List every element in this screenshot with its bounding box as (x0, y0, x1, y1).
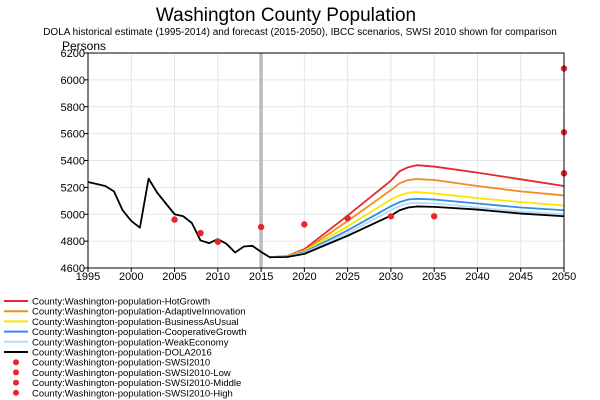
legend-label: County:Washington-population-Cooperative… (32, 327, 247, 338)
y-tick-label: 6200 (61, 48, 85, 60)
x-tick-label: 2045 (508, 271, 532, 283)
y-axis-label: Persons (62, 39, 106, 53)
x-tick-label: 2020 (292, 271, 316, 283)
y-tick-label: 5000 (61, 209, 85, 221)
series-line-0 (269, 164, 565, 259)
x-tick-label: 1995 (76, 271, 100, 283)
y-tick-label: 4800 (61, 236, 85, 248)
y-tick-label: 6000 (61, 75, 85, 87)
legend-swatch-marker (13, 369, 19, 376)
x-tick-label: 2035 (422, 271, 446, 283)
data-point (301, 221, 308, 228)
legend-label: County:Washington-population-WeakEconomy (32, 337, 229, 348)
data-point (430, 213, 438, 220)
x-tick-label: 2010 (206, 271, 230, 283)
x-tick-label: 2050 (552, 271, 576, 283)
y-tick-label: 5800 (61, 102, 85, 114)
series-lines (87, 164, 565, 259)
series-markers (171, 65, 568, 245)
legend-label: County:Washington-population-SWSI2010-Mi… (32, 378, 241, 389)
x-tick-label: 2040 (465, 271, 489, 283)
legend-swatch-marker (13, 389, 19, 396)
legend-label: County:Washington-population-AdaptiveInn… (32, 307, 246, 318)
data-point (257, 223, 265, 231)
legend-label: County:Washington-population-HotGrowth (32, 297, 210, 308)
legend-label: County:Washington-population-SWSI2010 (32, 358, 210, 369)
data-point (171, 216, 178, 223)
legend-swatch-marker (13, 359, 19, 366)
y-tick-label: 5200 (61, 182, 85, 194)
chart-subtitle: DOLA historical estimate (1995-2014) and… (43, 27, 557, 38)
x-tick-label: 2025 (335, 271, 359, 283)
x-axis-ticks: 1995 2000 2005 2010 2015 2020 2025 2030 2035 2040… (76, 268, 576, 283)
legend-label: County:Washington-population-SWSI2010-Hi… (32, 388, 233, 399)
series-line-5 (87, 177, 565, 259)
legend-label: County:Washington-population-SWSI2010-Lo… (32, 368, 231, 379)
y-tick-label: 4600 (61, 263, 85, 275)
data-point (214, 238, 222, 245)
legend: County:Washington-population-HotGrowthCo… (4, 297, 247, 399)
data-point (197, 229, 204, 237)
x-tick-label: 2015 (249, 271, 273, 283)
legend-label: County:Washington-population-DOLA2016 (32, 348, 212, 359)
y-axis-ticks: 4600 4800 5000 5200 5400 5600 5800 6000 6200 (61, 48, 88, 275)
chart-title: Washington County Population (156, 5, 416, 26)
data-point (387, 213, 395, 220)
legend-swatch-marker (13, 379, 19, 386)
x-tick-label: 2005 (162, 271, 186, 283)
x-tick-label: 2000 (119, 271, 143, 283)
y-tick-label: 5400 (61, 156, 85, 168)
y-tick-label: 5600 (61, 129, 85, 141)
data-point (344, 215, 351, 222)
legend-label: County:Washington-population-BusinessAsU… (32, 317, 239, 328)
x-tick-label: 2030 (379, 271, 403, 283)
